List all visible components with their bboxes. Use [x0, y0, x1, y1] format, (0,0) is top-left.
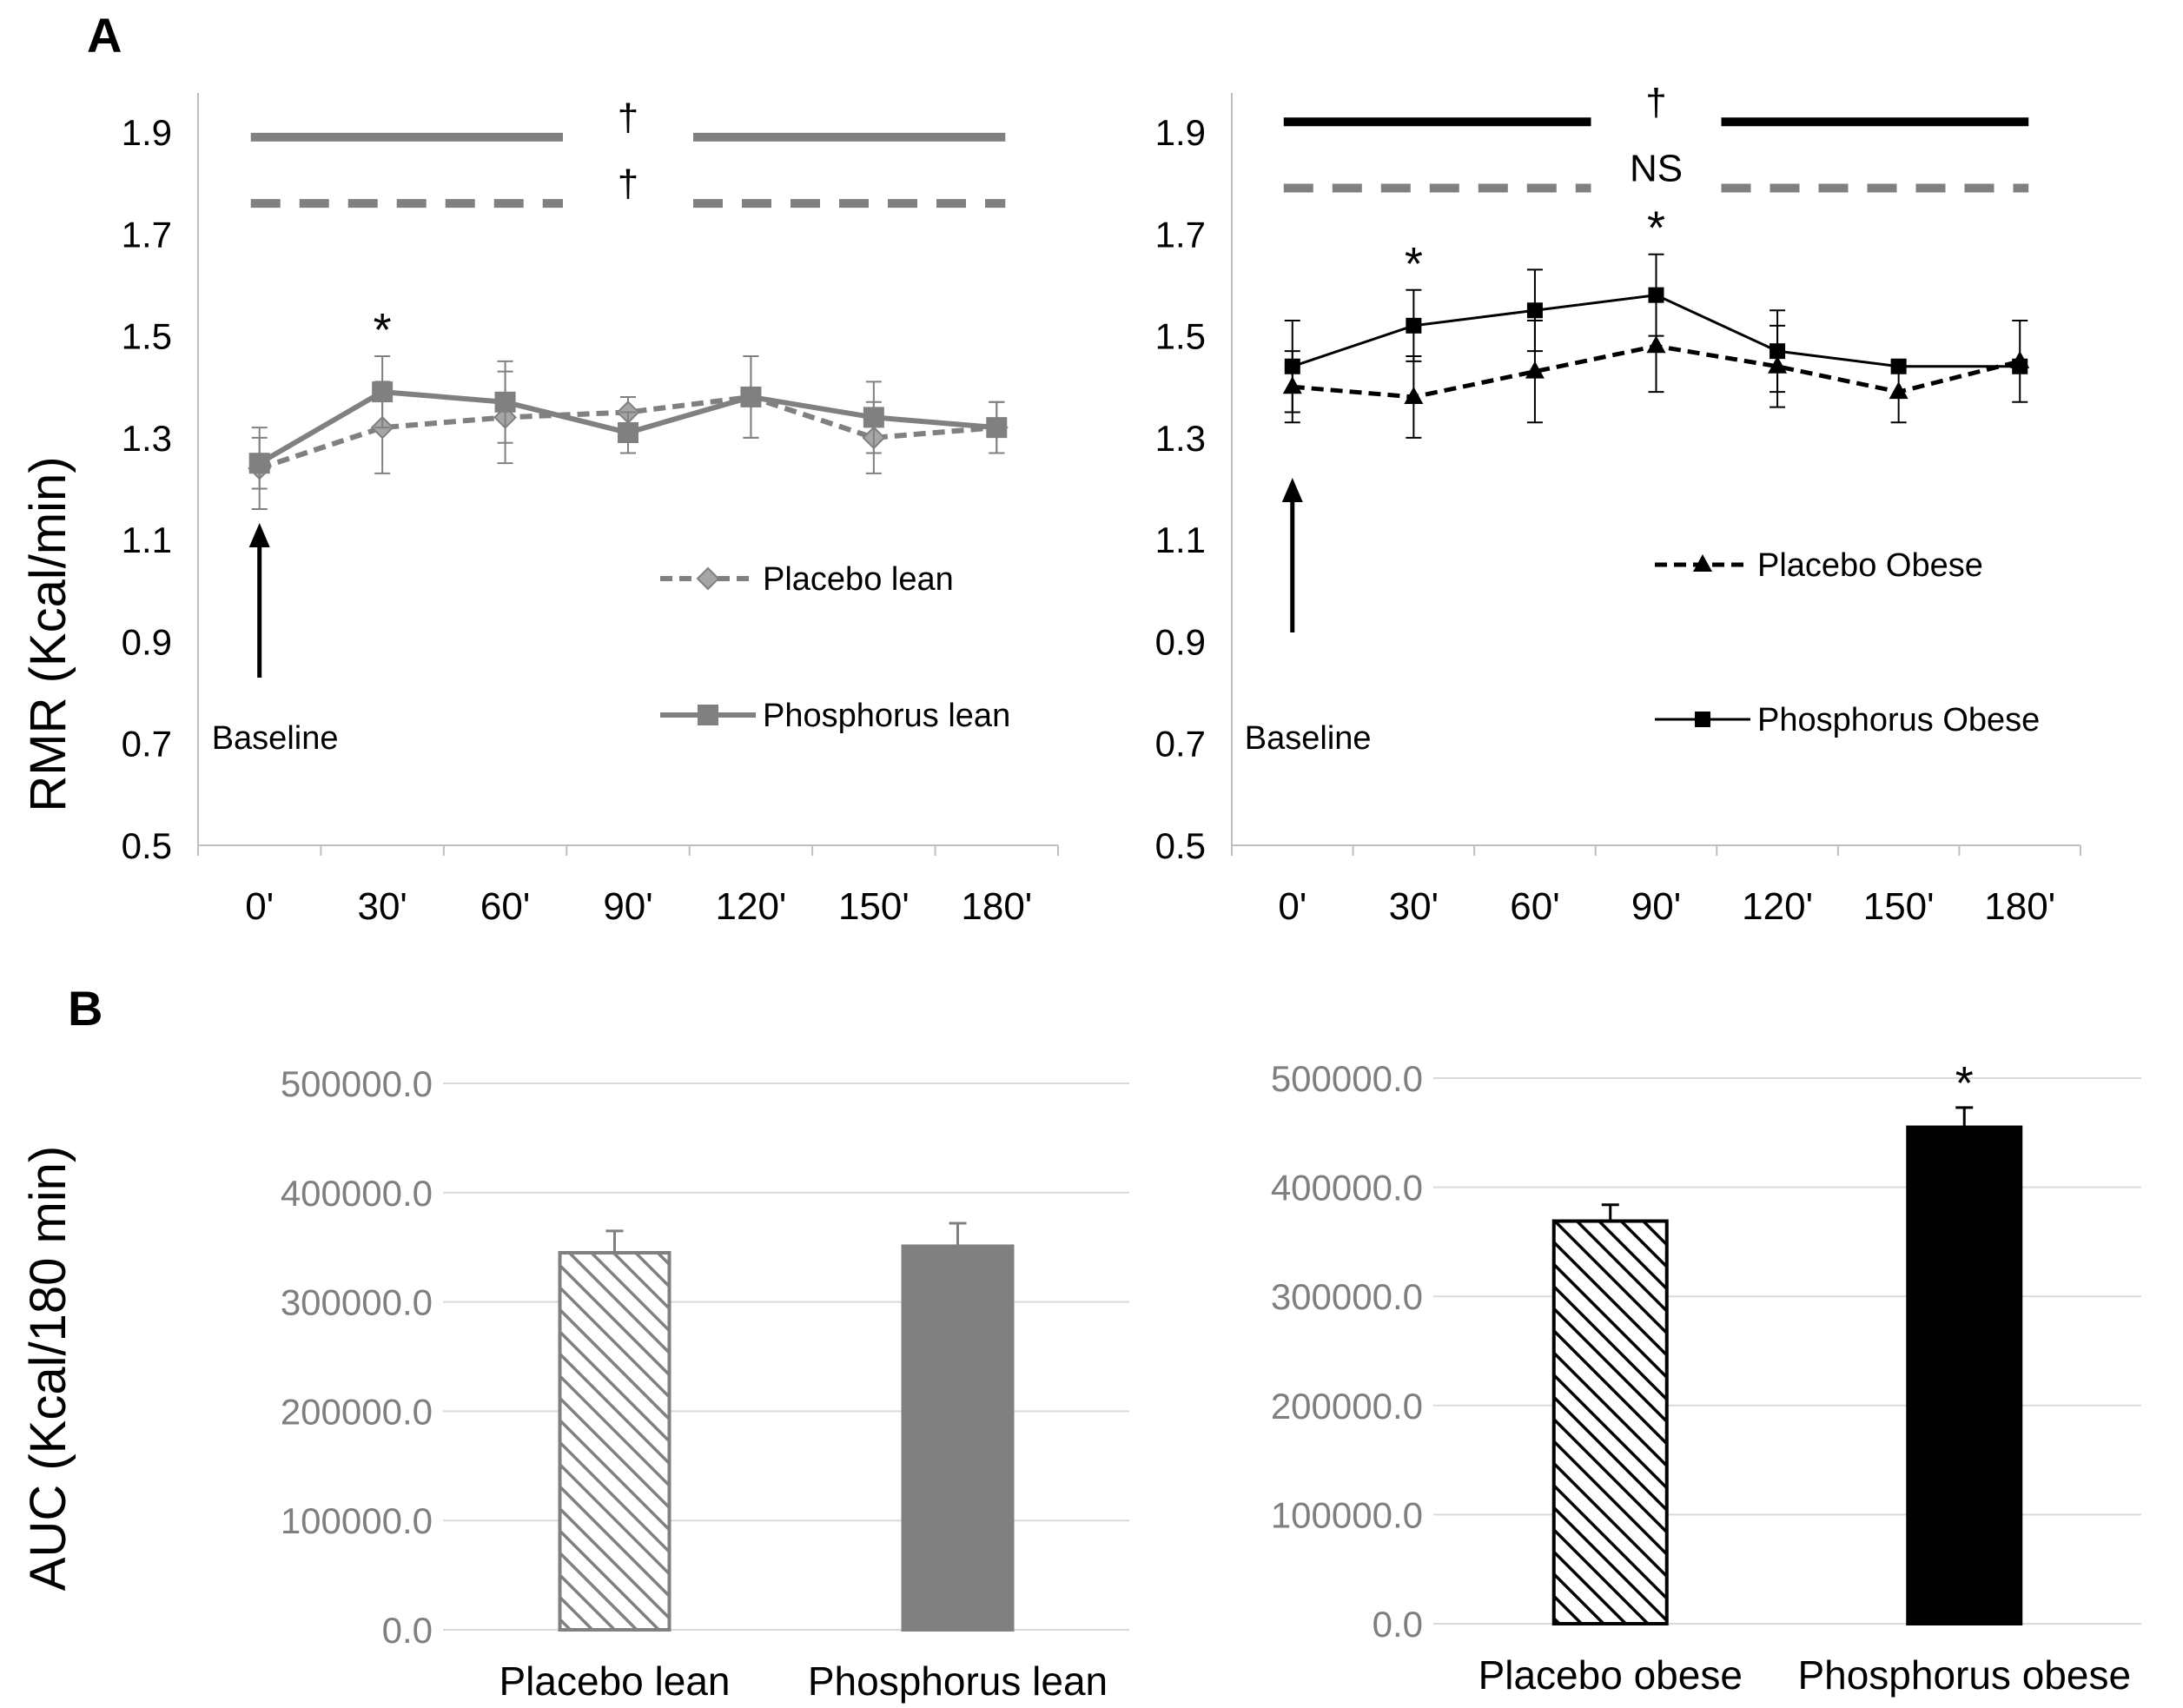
line-chart-obese: 0.5 0.7 0.9 1.1 1.3 1.5 1.7 1.9 0' 30' 60' 90' 120' 1… — [1155, 81, 2081, 928]
obese-x-tick-label: 30' — [1389, 885, 1439, 928]
obese-bracket-label: † — [1645, 81, 1666, 123]
obese-point — [1404, 386, 1424, 404]
lean-y-tick-label: 1.9 — [122, 112, 172, 153]
lean-bracket-label: † — [618, 162, 638, 205]
lean-y-tick-label: 1.7 — [122, 214, 172, 255]
obese-auc-y-tick-label: 400000.0 — [1271, 1168, 1423, 1208]
lean-legend-label: Phosphorus lean — [763, 698, 1010, 734]
obese-point — [1890, 358, 1907, 374]
obese-bracket-label: NS — [1630, 148, 1683, 190]
obese-x-tick-label: 150' — [1863, 885, 1935, 928]
lean-auc-x-tick-label: Placebo lean — [499, 1658, 731, 1704]
obese-significance-mark: * — [1405, 238, 1423, 290]
lean-auc-y-tick-label: 100000.0 — [281, 1500, 433, 1541]
lean-auc-bar — [901, 1244, 1015, 1632]
lean-x-tick-label: 180' — [961, 885, 1032, 928]
obese-auc-y-tick-label: 0.0 — [1373, 1604, 1423, 1645]
obese-x-tick-label: 90' — [1631, 885, 1681, 928]
panel-label-b: B — [68, 981, 103, 1036]
obese-point — [2012, 358, 2028, 374]
obese-point — [1406, 317, 1422, 334]
obese-y-tick-label: 1.7 — [1155, 214, 1206, 255]
lean-baseline-arrow-head — [248, 523, 270, 547]
obese-y-tick-label: 0.9 — [1155, 621, 1206, 662]
obese-x-tick-label: 0' — [1278, 885, 1306, 928]
lean-y-tick-label: 1.3 — [122, 418, 172, 459]
obese-point — [1525, 361, 1545, 379]
obese-auc-x-tick-label: Phosphorus obese — [1797, 1652, 2131, 1698]
obese-legend-marker — [1693, 554, 1712, 572]
obese-legend-label: Phosphorus Obese — [1757, 702, 2040, 738]
lean-x-tick-label: 120' — [716, 885, 787, 928]
panel-label-a: A — [87, 8, 122, 63]
auc-axis-label: AUC (Kcal/180 min) — [20, 1146, 76, 1591]
obese-point — [1648, 287, 1664, 303]
lean-y-tick-label: 1.5 — [122, 316, 172, 357]
lean-point — [986, 417, 1008, 439]
obese-point — [1646, 335, 1666, 354]
obese-auc-x-tick-label: Placebo obese — [1478, 1652, 1743, 1698]
obese-auc-bar — [1551, 1219, 1669, 1625]
obese-y-tick-label: 1.3 — [1155, 418, 1206, 459]
obese-y-tick-label: 0.7 — [1155, 724, 1206, 765]
lean-auc-y-tick-label: 300000.0 — [281, 1282, 433, 1323]
obese-point — [1770, 343, 1786, 360]
lean-x-tick-label: 0' — [245, 885, 274, 928]
obese-auc-y-tick-label: 300000.0 — [1271, 1276, 1423, 1317]
rmr-axis-label: RMR (Kcal/min) — [20, 456, 76, 811]
obese-point — [1284, 358, 1300, 374]
obese-legend-marker — [1695, 712, 1710, 727]
obese-auc-y-tick-label: 100000.0 — [1271, 1494, 1423, 1535]
lean-bracket-label: † — [618, 96, 638, 139]
obese-y-tick-label: 1.5 — [1155, 316, 1206, 357]
obese-auc-y-tick-label: 200000.0 — [1271, 1386, 1423, 1427]
lean-y-tick-label: 0.9 — [122, 621, 172, 662]
obese-auc-significance-mark: * — [1955, 1057, 1974, 1109]
obese-point — [1889, 381, 1908, 400]
bar-chart-obese: 0.0 100000.0 200000.0 300000.0 400000.0 50000… — [1271, 1057, 2141, 1698]
bar-chart-lean: 0.0 100000.0 200000.0 300000.0 400000.0 50000… — [281, 1063, 1129, 1704]
obese-auc-y-tick-label: 500000.0 — [1271, 1058, 1423, 1099]
obese-significance-mark: * — [1647, 202, 1665, 255]
lean-point — [740, 386, 762, 407]
lean-auc-y-tick-label: 200000.0 — [281, 1391, 433, 1432]
lean-x-tick-label: 150' — [838, 885, 910, 928]
lean-point — [618, 421, 638, 443]
lean-point — [248, 453, 270, 474]
lean-x-tick-label: 90' — [603, 885, 652, 928]
lean-x-tick-label: 60' — [480, 885, 530, 928]
obese-point — [1526, 302, 1543, 319]
obese-x-tick-label: 120' — [1742, 885, 1813, 928]
lean-baseline-label: Baseline — [212, 720, 339, 757]
obese-y-tick-label: 0.5 — [1155, 825, 1206, 866]
lean-auc-y-tick-label: 0.0 — [382, 1610, 433, 1651]
lean-point — [494, 391, 516, 413]
lean-legend-marker — [696, 566, 720, 591]
line-chart-lean: 0.5 0.7 0.9 1.1 1.3 1.5 1.7 1.9 0' 30' 60' 90' 120' 1… — [122, 93, 1059, 928]
obese-baseline-arrow-head — [1281, 478, 1303, 502]
lean-legend-label: Placebo lean — [763, 561, 954, 598]
obese-y-tick-label: 1.1 — [1155, 520, 1206, 560]
obese-x-tick-label: 60' — [1510, 885, 1559, 928]
obese-auc-bar — [1906, 1125, 2023, 1625]
lean-legend-marker — [698, 705, 718, 725]
lean-auc-y-tick-label: 400000.0 — [281, 1173, 433, 1214]
obese-x-tick-label: 180' — [1984, 885, 2055, 928]
obese-baseline-label: Baseline — [1245, 720, 1372, 757]
lean-y-tick-label: 0.5 — [122, 825, 172, 866]
obese-y-tick-label: 1.9 — [1155, 112, 1206, 153]
lean-auc-y-tick-label: 500000.0 — [281, 1063, 433, 1104]
lean-significance-mark: * — [374, 304, 392, 356]
lean-x-tick-label: 30' — [357, 885, 407, 928]
lean-auc-x-tick-label: Phosphorus lean — [808, 1658, 1108, 1704]
lean-y-tick-label: 1.1 — [122, 520, 172, 560]
lean-auc-bar — [558, 1250, 671, 1632]
lean-point — [372, 381, 394, 403]
lean-y-tick-label: 0.7 — [122, 724, 172, 765]
lean-point — [863, 407, 884, 428]
obese-legend-label: Placebo Obese — [1757, 547, 1983, 584]
